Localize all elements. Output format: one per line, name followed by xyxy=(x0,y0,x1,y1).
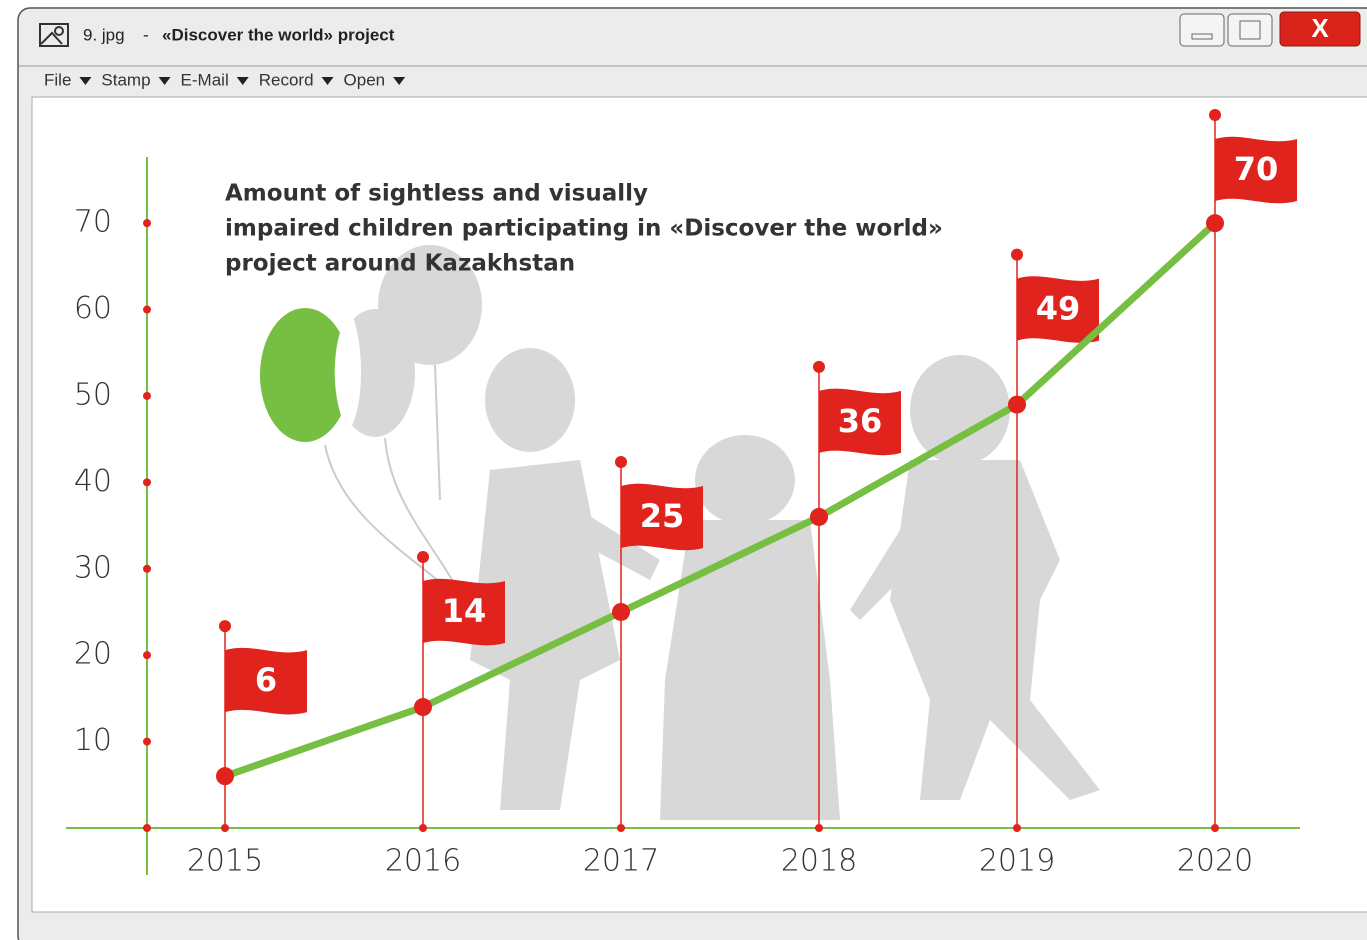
menu-item[interactable]: File xyxy=(44,70,71,89)
x-tick xyxy=(1013,824,1021,832)
y-tick-label: 10 xyxy=(74,723,112,758)
x-tick-label: 2020 xyxy=(1177,844,1253,879)
menu-item[interactable]: Record xyxy=(259,70,314,89)
data-label: 25 xyxy=(640,497,685,535)
menu-arrow xyxy=(158,77,171,85)
y-tick xyxy=(143,305,151,314)
maximize-button[interactable] xyxy=(1227,13,1273,47)
data-label: 70 xyxy=(1234,150,1279,188)
data-line xyxy=(223,220,1218,780)
x-tick xyxy=(419,824,427,832)
menu-arrow xyxy=(321,77,334,85)
menu-item[interactable]: Stamp xyxy=(101,70,150,89)
menu-item[interactable]: Open xyxy=(344,70,386,89)
y-tick-label: 20 xyxy=(74,637,112,672)
axis-origin-dot xyxy=(143,824,151,832)
data-point xyxy=(810,507,828,526)
y-tick xyxy=(143,564,151,573)
y-tick-label: 50 xyxy=(74,377,112,412)
close-button[interactable] xyxy=(1279,11,1361,47)
x-tick-label: 2015 xyxy=(187,844,263,879)
pole-top-dot xyxy=(615,455,627,468)
flag xyxy=(621,483,703,551)
y-tick xyxy=(143,478,151,487)
chart-title: impaired children participating in «Disc… xyxy=(225,216,943,242)
close-label: X xyxy=(1311,13,1329,43)
x-tick xyxy=(815,824,823,832)
data-point xyxy=(612,602,630,621)
data-label: 36 xyxy=(838,402,883,440)
pole-top-dot xyxy=(1011,248,1023,261)
window-title: «Discover the world» project xyxy=(162,25,395,44)
minimize-button[interactable] xyxy=(1179,13,1225,47)
chart-title: Amount of sightless and visually xyxy=(225,181,648,207)
menu-arrow xyxy=(236,77,249,85)
data-label: 6 xyxy=(255,661,277,699)
file-name: 9. jpg xyxy=(83,25,125,44)
flag xyxy=(225,647,307,715)
data-point xyxy=(1008,395,1026,414)
data-point xyxy=(216,767,234,786)
flag xyxy=(423,578,505,646)
x-tick xyxy=(617,824,625,832)
x-tick xyxy=(1211,824,1219,832)
y-tick xyxy=(143,219,151,228)
y-tick xyxy=(143,737,151,746)
y-tick xyxy=(143,391,151,400)
x-tick-label: 2017 xyxy=(583,844,659,879)
chart-title: project around Kazakhstan xyxy=(225,251,575,277)
pole-top-dot xyxy=(417,551,429,564)
x-tick-label: 2019 xyxy=(979,844,1055,879)
y-tick xyxy=(143,651,151,660)
minimize-icon xyxy=(1191,33,1213,40)
x-tick-label: 2016 xyxy=(385,844,461,879)
flag xyxy=(1215,136,1297,204)
maximize-icon xyxy=(1239,20,1261,40)
x-tick xyxy=(221,824,229,832)
y-tick-label: 60 xyxy=(74,291,112,326)
data-point xyxy=(414,698,432,717)
flag xyxy=(1017,276,1099,343)
y-tick-label: 30 xyxy=(74,550,112,585)
pole-top-dot xyxy=(1209,109,1221,121)
data-label: 14 xyxy=(442,592,487,630)
menu-arrow xyxy=(79,77,92,85)
menu-arrow xyxy=(393,77,406,85)
menu-item[interactable]: E-Mail xyxy=(181,70,229,89)
y-tick-label: 70 xyxy=(74,205,112,240)
pole-top-dot xyxy=(219,620,231,633)
pole-top-dot xyxy=(813,360,825,373)
data-label: 49 xyxy=(1036,290,1081,328)
illustration xyxy=(260,245,1100,820)
flag xyxy=(819,388,901,456)
image-icon xyxy=(39,23,69,47)
y-tick-label: 40 xyxy=(74,464,112,499)
title-separator: - xyxy=(143,25,149,44)
data-point xyxy=(1206,214,1224,233)
x-tick-label: 2018 xyxy=(781,844,857,879)
